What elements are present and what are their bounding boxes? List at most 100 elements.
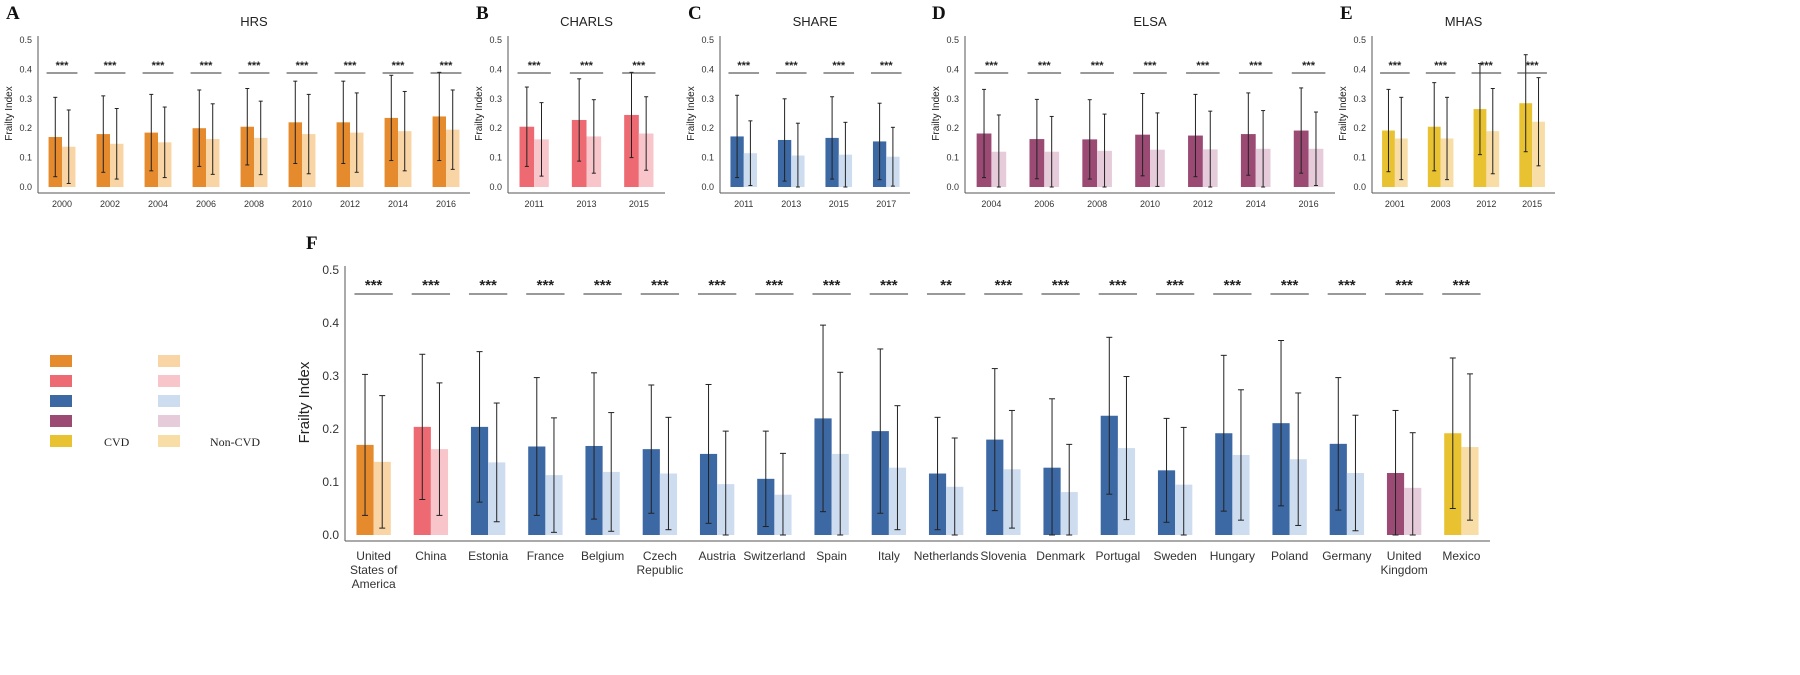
significance-label: ***: [479, 277, 497, 294]
significance-label: ***: [651, 277, 669, 294]
y-tick-label-e: 0.5: [1353, 35, 1366, 45]
significance-label: ***: [1144, 60, 1158, 72]
x-tick-label-f: Slovenia: [980, 549, 1026, 563]
x-tick-label-a: 2008: [244, 199, 264, 209]
x-tick-label-d: 2008: [1087, 199, 1107, 209]
significance-label: ***: [365, 277, 383, 294]
significance-label: ***: [1526, 60, 1540, 72]
y-tick-label-c: 0.0: [701, 182, 714, 192]
panel-a: A HRS 0.0 0.1 0.2 0.3 0.4 0.5 Frailty Index *** 20…: [4, 3, 470, 209]
x-tick-label-a: 2010: [292, 199, 312, 209]
panel-letter-d: D: [932, 3, 946, 24]
x-tick-label-d: 2010: [1140, 199, 1160, 209]
significance-label: ***: [1338, 277, 1356, 294]
x-tick-label-f: Kingdom: [1380, 563, 1427, 577]
significance-label: ***: [56, 60, 70, 72]
panel-title-b: CHARLS: [560, 14, 613, 29]
x-tick-label-c: 2015: [829, 199, 849, 209]
significance-label: ***: [1388, 60, 1402, 72]
panel-d: D ELSA 0.0 0.1 0.2 0.3 0.4 0.5 Frailty Index *** 2…: [931, 3, 1335, 209]
x-tick-label-d: 2014: [1246, 199, 1266, 209]
x-tick-label-f: Germany: [1322, 549, 1371, 563]
y-tick-label-d: 0.1: [946, 153, 959, 163]
x-tick-label-f: United: [1387, 549, 1422, 563]
x-tick-label-f: Italy: [878, 549, 900, 563]
y-tick-label-d: 0.4: [946, 64, 959, 74]
y-tick-label-e: 0.4: [1353, 64, 1366, 74]
x-tick-label-e: 2012: [1476, 199, 1496, 209]
legend-swatch-share-cvd: [50, 395, 72, 407]
y-axis-label-d: Frailty Index: [931, 86, 942, 140]
significance-label: ***: [1038, 60, 1052, 72]
legend-swatch-share-noncvd: [158, 395, 180, 407]
significance-label: ***: [1196, 60, 1210, 72]
legend: CVD Non-CVD: [50, 355, 260, 449]
significance-label: ***: [1052, 277, 1070, 294]
panel-title-c: SHARE: [793, 14, 838, 29]
significance-label: ***: [594, 277, 612, 294]
x-tick-label-c: 2013: [781, 199, 801, 209]
x-tick-label-a: 2000: [52, 199, 72, 209]
y-tick-label-a: 0.3: [19, 94, 32, 104]
x-tick-label-d: 2004: [981, 199, 1001, 209]
x-tick-label-f: Portugal: [1096, 549, 1141, 563]
panel-title-e: MHAS: [1445, 14, 1483, 29]
x-tick-label-f: Czech: [643, 549, 677, 563]
panel-f: F 0.0 0.1 0.2 0.3 0.4 0.5 Frailty Index *** Unite…: [296, 233, 1490, 591]
y-tick-label-d: 0.0: [946, 182, 959, 192]
panel-b: B CHARLS 0.0 0.1 0.2 0.3 0.4 0.5 Frailty Index **…: [474, 3, 665, 209]
significance-label: ***: [537, 277, 555, 294]
x-tick-label-f: Belgium: [581, 549, 624, 563]
x-tick-label-f: Austria: [698, 549, 736, 563]
significance-label: ***: [296, 60, 310, 72]
x-tick-label-f: Spain: [816, 549, 847, 563]
significance-label: ***: [1224, 277, 1242, 294]
x-tick-label-e: 2003: [1431, 199, 1451, 209]
significance-label: ***: [1249, 60, 1263, 72]
x-tick-label-f: Switzerland: [743, 549, 805, 563]
significance-label: ***: [344, 60, 358, 72]
x-tick-label-a: 2006: [196, 199, 216, 209]
x-tick-label-b: 2011: [524, 199, 543, 209]
significance-label: ***: [152, 60, 166, 72]
x-tick-label-d: 2016: [1299, 199, 1319, 209]
y-tick-label-f: 0.4: [322, 316, 339, 330]
panel-title-a: HRS: [240, 14, 268, 29]
x-tick-label-f: United: [356, 549, 391, 563]
significance-label: ***: [422, 277, 440, 294]
panel-letter-a: A: [6, 3, 20, 24]
significance-label: ***: [392, 60, 406, 72]
panel-title-d: ELSA: [1133, 14, 1167, 29]
legend-swatch-mhas-cvd: [50, 435, 72, 447]
x-tick-label-a: 2002: [100, 199, 120, 209]
y-tick-label-b: 0.1: [489, 153, 502, 163]
significance-label: ***: [1480, 60, 1494, 72]
y-tick-label-d: 0.2: [946, 123, 959, 133]
y-tick-label-f: 0.5: [322, 263, 339, 277]
x-tick-label-f: Sweden: [1153, 549, 1196, 563]
x-tick-label-f: China: [415, 549, 447, 563]
significance-label: ***: [1395, 277, 1413, 294]
legend-swatch-charls-cvd: [50, 375, 72, 387]
legend-swatch-mhas-noncvd: [158, 435, 180, 447]
y-tick-label-a: 0.5: [19, 35, 32, 45]
significance-label: **: [940, 277, 952, 294]
y-tick-label-b: 0.0: [489, 182, 502, 192]
x-tick-label-f: France: [527, 549, 565, 563]
significance-label: ***: [985, 60, 999, 72]
panel-letter-f: F: [306, 233, 318, 254]
y-tick-label-a: 0.1: [19, 153, 32, 163]
x-tick-label-c: 2011: [734, 199, 753, 209]
x-tick-label-f: Poland: [1271, 549, 1308, 563]
y-tick-label-e: 0.1: [1353, 153, 1366, 163]
significance-label: ***: [1109, 277, 1127, 294]
y-tick-label-f: 0.2: [322, 422, 339, 436]
significance-label: ***: [832, 60, 846, 72]
y-tick-label-a: 0.4: [19, 64, 32, 74]
panel-letter-b: B: [476, 3, 489, 24]
y-tick-label-b: 0.4: [489, 64, 502, 74]
y-axis-label-c: Frailty Index: [686, 86, 697, 140]
y-tick-label-f: 0.3: [322, 369, 339, 383]
y-axis-label-b: Frailty Index: [474, 86, 485, 140]
significance-label: ***: [823, 277, 841, 294]
